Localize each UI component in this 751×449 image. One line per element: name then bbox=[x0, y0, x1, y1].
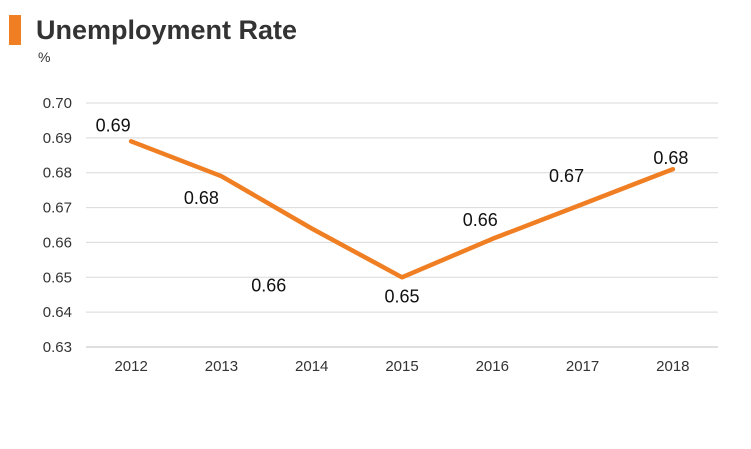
title-accent-bar bbox=[9, 15, 21, 45]
x-tick-label: 2016 bbox=[476, 358, 509, 375]
y-tick-label: 0.69 bbox=[43, 130, 72, 147]
chart-title: Unemployment Rate bbox=[36, 15, 297, 45]
x-tick-label: 2014 bbox=[295, 358, 328, 375]
data-label: 0.66 bbox=[463, 210, 498, 230]
x-tick-label: 2017 bbox=[566, 358, 599, 375]
x-tick-label: 2013 bbox=[205, 358, 238, 375]
data-label: 0.67 bbox=[549, 166, 584, 186]
y-axis-ticks: 0.70 0.69 0.68 0.67 0.66 0.65 0.64 0.63 bbox=[43, 95, 72, 356]
y-tick-label: 0.68 bbox=[43, 165, 72, 182]
x-tick-label: 2015 bbox=[385, 358, 418, 375]
data-labels: 0.69 0.68 0.66 0.65 0.66 0.67 0.68 bbox=[96, 115, 689, 306]
series-layer bbox=[128, 139, 676, 280]
y-tick-label: 0.67 bbox=[43, 200, 72, 217]
data-label: 0.66 bbox=[251, 275, 286, 295]
y-tick-label: 0.64 bbox=[43, 304, 72, 321]
x-tick-label: 2018 bbox=[656, 358, 689, 375]
data-label: 0.65 bbox=[384, 286, 419, 306]
series-line-unemployment bbox=[128, 139, 676, 280]
y-tick-label: 0.66 bbox=[43, 234, 72, 251]
data-label: 0.69 bbox=[96, 115, 131, 135]
gridlines bbox=[86, 102, 718, 348]
data-label: 0.68 bbox=[184, 188, 219, 208]
y-tick-label: 0.70 bbox=[43, 95, 72, 112]
y-tick-label: 0.63 bbox=[43, 339, 72, 356]
y-axis-unit: % bbox=[38, 49, 50, 65]
y-tick-label: 0.65 bbox=[43, 269, 72, 286]
x-axis-ticks: 2012 2013 2014 2015 2016 2017 2018 bbox=[114, 358, 689, 375]
x-tick-label: 2012 bbox=[114, 358, 147, 375]
data-label: 0.68 bbox=[653, 148, 688, 168]
